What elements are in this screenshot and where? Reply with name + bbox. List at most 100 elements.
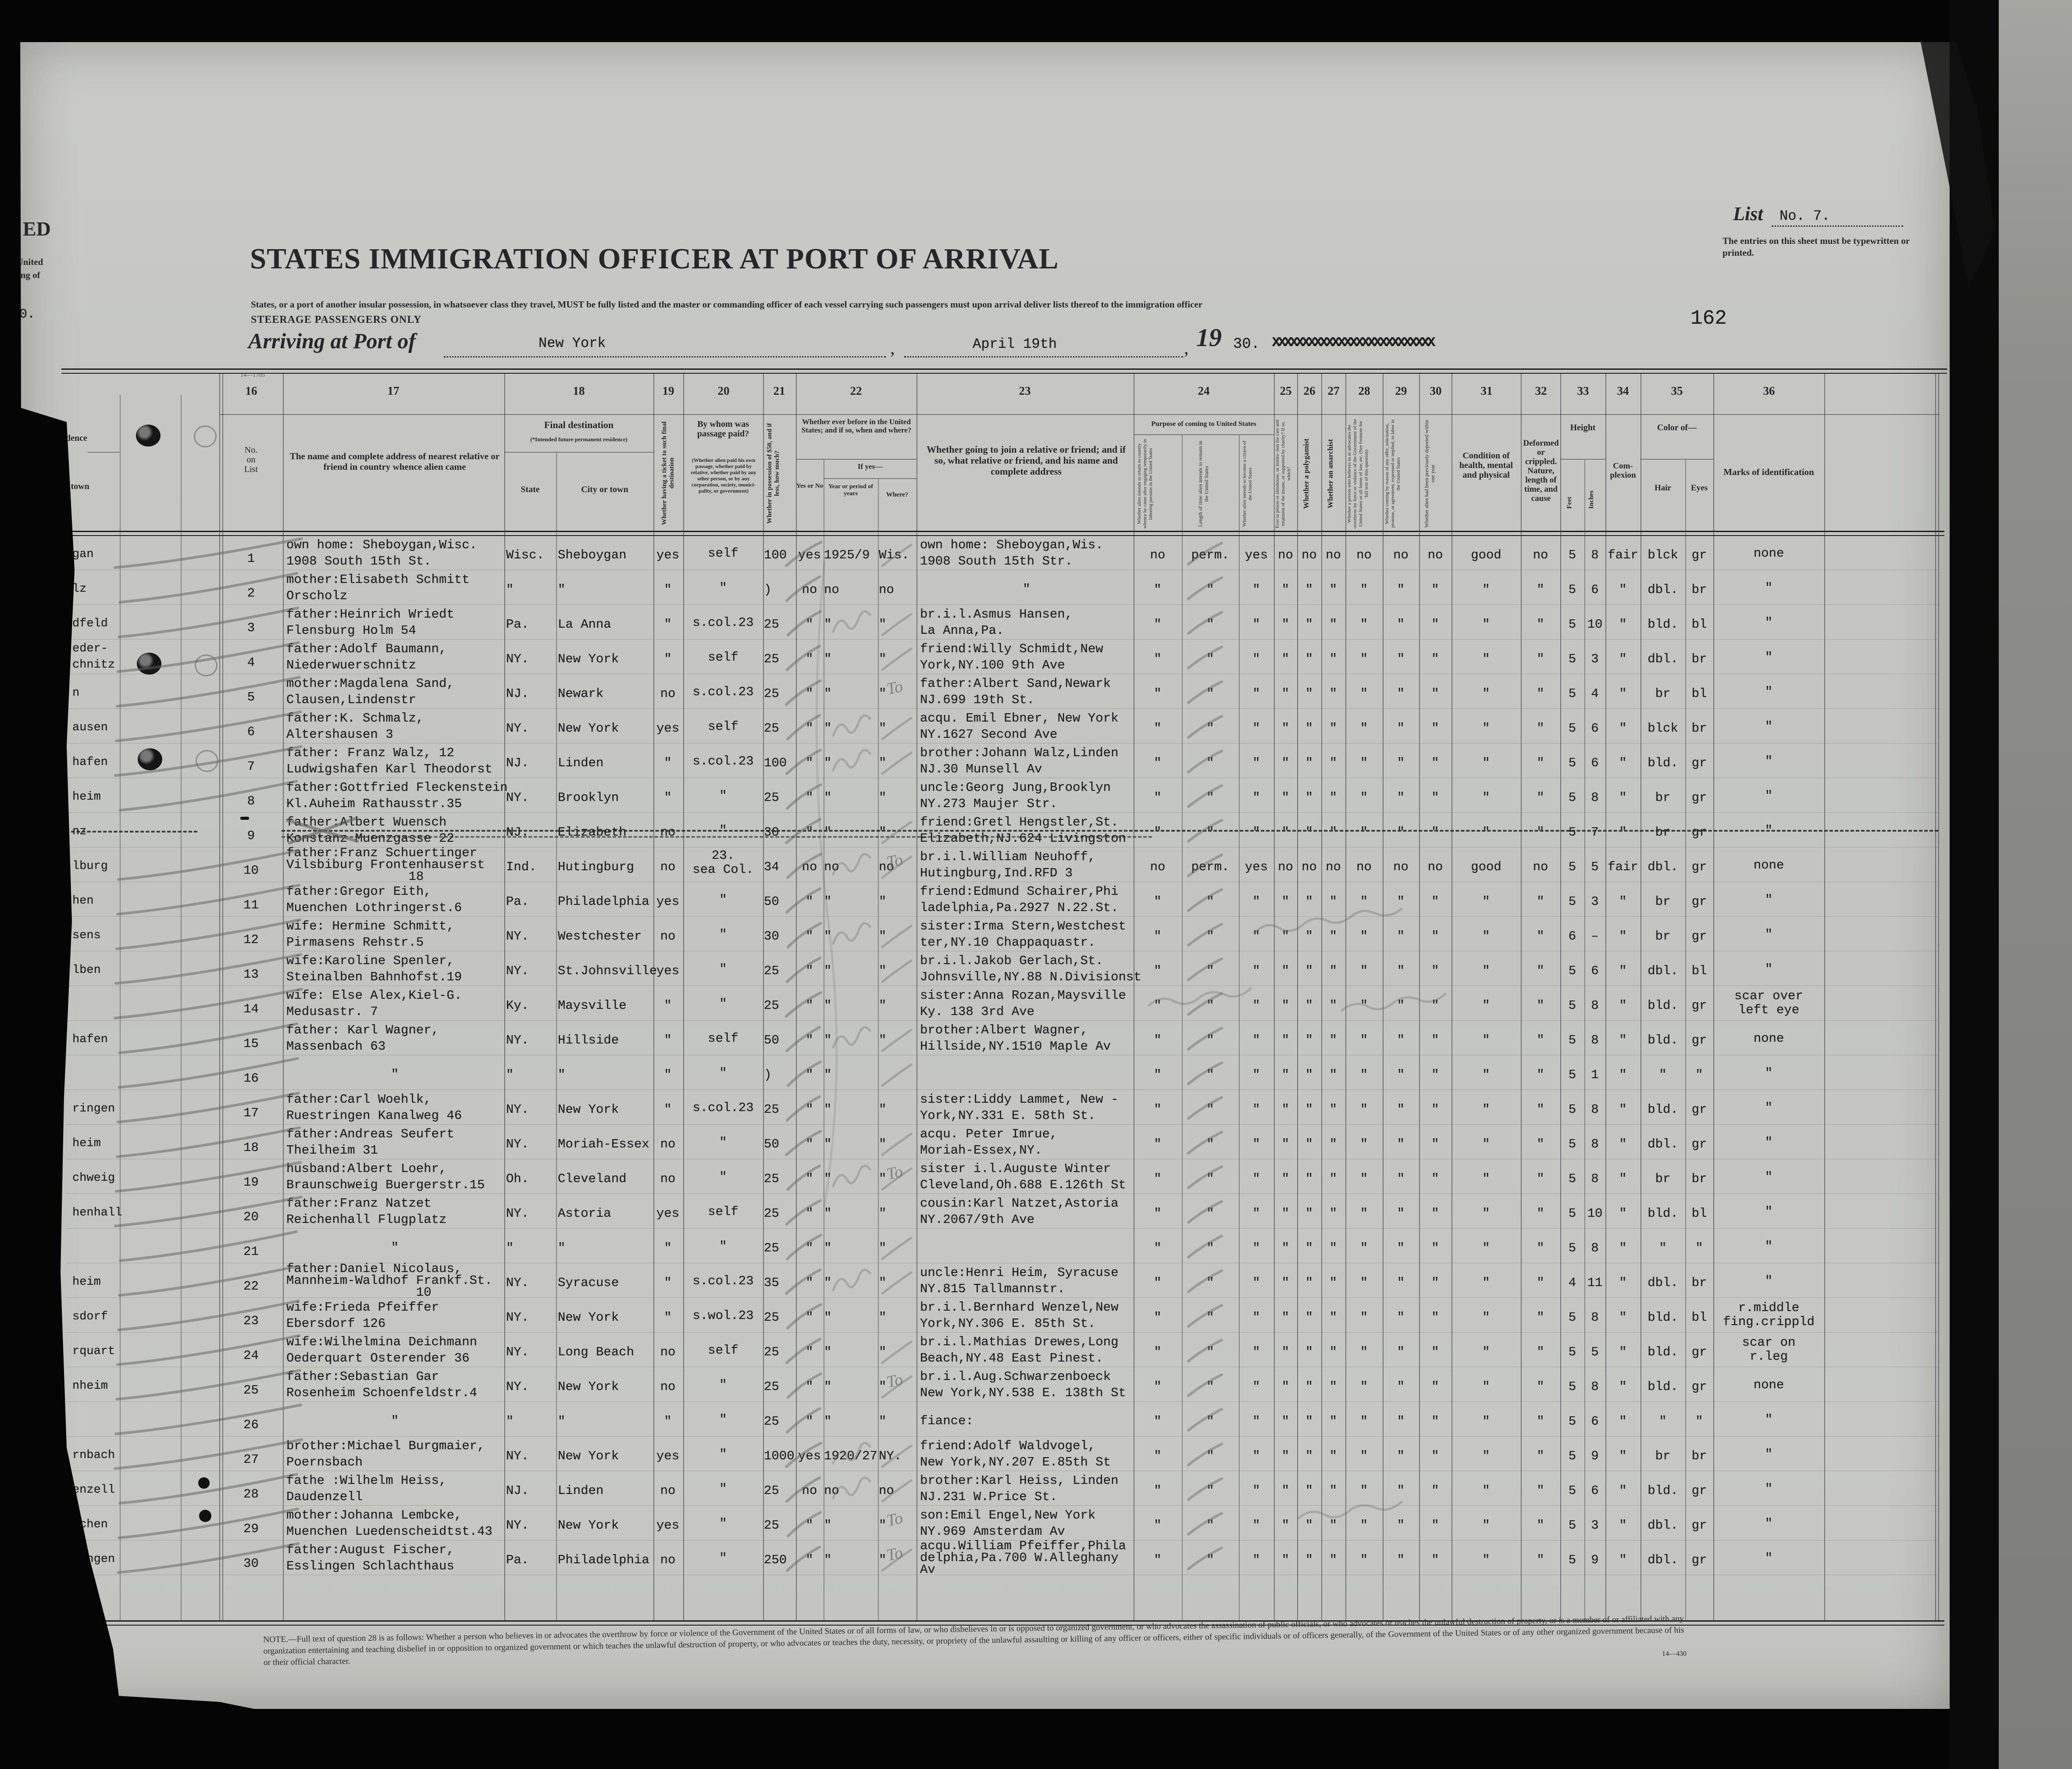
col-header-inches: Inches xyxy=(1588,490,1595,509)
cell-ha-row-26: " xyxy=(1659,1414,1667,1429)
comma-2: , xyxy=(1184,338,1189,358)
cell-q7-row-17: " xyxy=(1329,1102,1337,1117)
cell-ft-row-25: 5 xyxy=(1568,1379,1576,1394)
cell-p3-row-21: " xyxy=(1252,1241,1260,1255)
cell-b1-row-30: " xyxy=(806,1553,813,1567)
cell-mo-row-14: 25 xyxy=(764,998,779,1013)
cell-q7-row-22: " xyxy=(1329,1276,1337,1290)
cell-b1-row-1: yes xyxy=(798,548,821,562)
cell-ey-row-18: gr xyxy=(1691,1137,1707,1151)
cell-ey-row-28: gr xyxy=(1691,1483,1707,1498)
cell-p3-row-20: " xyxy=(1252,1206,1260,1221)
cell-q5-row-4: " xyxy=(1281,652,1290,666)
cell-b2-row-2: no xyxy=(824,583,839,597)
cell-ft-row-7: 5 xyxy=(1568,756,1576,770)
cell-p3-row-2: " xyxy=(1252,583,1260,597)
cell-st-row-15: NY. xyxy=(506,1033,529,1047)
row-separator xyxy=(66,1332,1938,1333)
cell-frag-row-6: ausen xyxy=(72,721,108,734)
cell-ha-row-18: dbl. xyxy=(1648,1137,1678,1151)
cell-ha-row-21: " xyxy=(1659,1241,1667,1255)
cell-q5-row-9: " xyxy=(1281,825,1290,840)
cell-b1-row-26: " xyxy=(806,1414,813,1429)
cell-mo-row-6: 25 xyxy=(764,721,779,736)
cell-mo-row-1: 100 xyxy=(764,548,787,562)
cell-tk-row-23: " xyxy=(664,1310,672,1325)
ink-dot xyxy=(199,1510,211,1522)
cell-ey-row-2: br xyxy=(1691,583,1707,597)
cell-n-row-8: 8 xyxy=(247,794,255,808)
cell-p2-row-26: " xyxy=(1206,1414,1214,1429)
cell-ey-row-6: br xyxy=(1691,721,1707,736)
cell-b3-row-24: " xyxy=(879,1345,887,1359)
cell-n-row-25: 25 xyxy=(243,1383,259,1397)
cell-q5-row-14: " xyxy=(1281,998,1290,1013)
cell-in-row-13: 6 xyxy=(1591,964,1599,978)
cell-pd-row-4: self xyxy=(708,650,738,665)
cell-mo-row-19: 25 xyxy=(764,1172,779,1186)
cell-q7-row-27: " xyxy=(1329,1449,1337,1463)
cell-mk-row-14: scar over left eye xyxy=(1734,989,1803,1017)
cell-he-row-2: " xyxy=(1482,583,1490,597)
cell-mk-row-8: " xyxy=(1765,789,1773,803)
cell-p1-row-18: " xyxy=(1154,1137,1162,1151)
cell-q0-row-27: " xyxy=(1431,1449,1439,1463)
cell-q9-row-1: no xyxy=(1393,548,1409,562)
cell-ft-row-30: 5 xyxy=(1568,1553,1576,1567)
column-number-29: 29 xyxy=(1395,384,1407,397)
cell-p2-row-1: perm. xyxy=(1191,548,1230,562)
cell-jn-row-7: brother:Johann Walz,Linden NJ.30 Munsell… xyxy=(920,746,1119,776)
cell-q0-row-19: " xyxy=(1431,1172,1439,1186)
cell-p1-row-21: " xyxy=(1154,1241,1162,1255)
cell-b3-row-28: no xyxy=(879,1483,894,1498)
row-separator xyxy=(66,916,1938,917)
cell-jn-row-6: acqu. Emil Ebner, New York NY.1627 Secon… xyxy=(920,711,1119,742)
cell-mo-row-24: 25 xyxy=(764,1345,779,1359)
cell-he-row-4: " xyxy=(1482,652,1490,666)
cell-p3-row-11: " xyxy=(1252,894,1260,909)
cell-ci-row-19: Cleveland xyxy=(558,1172,627,1186)
cell-cp-row-7: " xyxy=(1619,756,1627,770)
cell-in-row-17: 8 xyxy=(1591,1102,1599,1117)
cell-q7-row-7: " xyxy=(1329,756,1337,770)
cell-q9-row-4: " xyxy=(1397,652,1405,666)
cell-q9-row-12: " xyxy=(1397,929,1405,943)
cell-tk-row-19: no xyxy=(660,1172,676,1186)
cell-st-row-30: Pa. xyxy=(506,1553,529,1567)
cell-jn-row-23: br.i.l.Bernhard Wenzel,New York,NY.306 E… xyxy=(920,1300,1119,1331)
cell-q0-row-1: no xyxy=(1427,548,1443,562)
cell-q0-row-18: " xyxy=(1431,1137,1439,1151)
cell-q7-row-28: " xyxy=(1329,1483,1337,1498)
cell-b2-row-10: no xyxy=(824,860,839,874)
cell-rel-row-14: wife: Else Alex,Kiel-G. Medusastr. 7 xyxy=(286,988,462,1019)
cell-frag-row-17: ringen xyxy=(72,1102,115,1115)
row-separator xyxy=(66,1297,1938,1298)
cell-mo-row-17: 25 xyxy=(764,1102,779,1117)
cell-n-row-23: 23 xyxy=(243,1314,259,1328)
cell-ey-row-14: gr xyxy=(1691,998,1707,1013)
cell-ci-row-24: Long Beach xyxy=(558,1345,635,1359)
cell-de-row-4: " xyxy=(1537,652,1544,666)
grid-vline xyxy=(219,374,220,1620)
col-header-polygamist: Whether a polygamist xyxy=(1302,438,1310,509)
cell-de-row-16: " xyxy=(1537,1068,1544,1082)
row-separator xyxy=(66,604,1938,605)
cell-b3-row-30: " xyxy=(879,1553,887,1567)
cell-pd-row-13: " xyxy=(719,962,727,976)
cell-b1-row-8: " xyxy=(806,790,813,805)
cell-rel-row-15: father: Karl Wagner, Massenbach 63 xyxy=(286,1023,439,1054)
cell-de-row-21: " xyxy=(1537,1241,1544,1255)
cell-mk-row-21: " xyxy=(1765,1239,1773,1254)
cell-mo-row-18: 50 xyxy=(764,1137,779,1151)
cell-q8-row-23: " xyxy=(1360,1310,1368,1325)
cell-st-row-14: Ky. xyxy=(506,998,529,1013)
cell-tk-row-5: no xyxy=(660,686,676,701)
cell-ha-row-13: dbl. xyxy=(1648,964,1678,978)
cell-p1-row-24: " xyxy=(1154,1345,1162,1359)
cell-q5-row-23: " xyxy=(1281,1310,1290,1325)
cell-in-row-24: 5 xyxy=(1591,1345,1599,1359)
cell-ci-row-23: New York xyxy=(558,1310,619,1325)
cell-tk-row-29: yes xyxy=(656,1518,680,1533)
cell-tk-row-7: " xyxy=(664,756,672,770)
paper-right-dark-band xyxy=(1950,0,1999,1769)
